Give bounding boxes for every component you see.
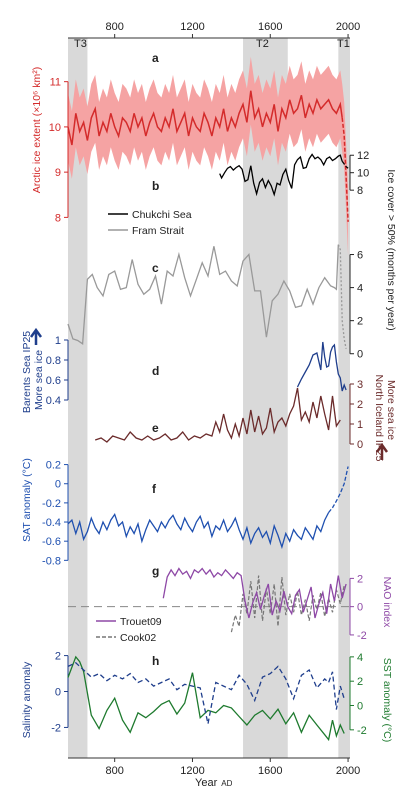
xlabel-main: Year [195,777,218,789]
panel-label-e: e [152,421,159,435]
shading-T2 [243,38,288,758]
y-tick-label-h-left: -2 [51,722,61,734]
top-x-tick-label: 2000 [336,21,360,33]
period-label-T1: T1 [337,38,350,50]
bottom-x-tick-label: 1600 [258,765,282,777]
ylabel-e-main: North Iceland IP25 [373,375,385,462]
y-tick-label-d: 0.8 [46,355,61,367]
period-label-T3: T3 [74,38,87,50]
legend-b: Chukchi Sea Fram Strait [108,209,192,237]
y-tick-label-e: 0 [357,439,363,451]
series-line-chukchi [219,153,343,197]
legend-label-cook: Cook02 [120,632,156,644]
shading-layer [68,38,350,758]
ylabel-a: Arctic ice extent (×10⁶ km²) [31,67,43,194]
ylabel-h-left: Salinity anomaly [21,661,33,738]
y-tick-label-e: 3 [357,379,363,391]
y-tick-label-c: 0 [357,349,363,361]
bottom-x-tick-label: 800 [105,765,123,777]
bottom-x-tick-label: 1200 [180,765,204,777]
y-tick-label-g: 0 [357,602,363,614]
y-tick-label-f: -0.2 [42,498,61,510]
shading-T3 [68,38,88,758]
series-line-chukchi-recent [341,160,349,169]
top-x-tick-label: 1200 [180,21,204,33]
y-tick-label-a: 11 [50,77,61,89]
legend-g: Trouet09 Cook02 [96,616,162,644]
y-tick-label-b: 10 [357,168,369,180]
y-tick-label-d: 1 [55,335,61,347]
panel-label-f: f [152,482,157,496]
y-tick-label-h-right: 0 [357,701,363,713]
y-tick-label-b: 8 [357,185,363,197]
series-line-trouet09 [162,567,347,619]
ylabel-h-right: SST anomaly (°C) [381,658,393,743]
uncertainty-band-a [68,56,349,256]
y-tick-label-h-right: -2 [357,725,367,737]
series-line-salinity [67,662,345,724]
y-tick-label-a: 9 [55,167,61,179]
ylabel-e-sub: More sea ice [385,380,397,440]
xlabel: Year AD [195,777,233,789]
series-line-ice-extent-recent [341,117,349,222]
panel-label-a: a [152,51,159,65]
series-line-sat-recent [328,466,349,513]
legend-label-fram: Fram Strait [132,225,184,237]
panel-label-d: d [152,364,159,378]
series-layer [67,90,350,742]
y-tick-label-c: 4 [357,283,363,295]
y-tick-label-f: -0.4 [42,517,61,529]
ylabel-d-main: Barents Sea IP25 [21,331,33,413]
y-tick-label-d: 0.6 [46,375,61,387]
y-tick-label-h-left: 0 [55,687,61,699]
ylabel-d-sub: More sea ice [33,350,45,410]
xlabel-suffix: AD [221,779,232,788]
panel-label-b: b [152,179,159,193]
series-line-north-iceland [94,387,341,443]
series-line-fram-recent [337,244,347,349]
top-x-tick-label: 800 [105,21,123,33]
y-tick-label-f: -0.6 [42,536,61,548]
y-tick-label-b: 12 [357,150,369,162]
y-tick-label-e: 2 [357,399,363,411]
period-label-T2: T2 [256,38,269,50]
legend-label-trouet: Trouet09 [120,616,162,628]
series-line-fram [67,244,339,345]
y-tick-label-g: 2 [357,573,363,585]
y-tick-label-g: -2 [357,630,367,642]
y-tick-label-f: 0 [55,479,61,491]
arrow-up-icon [29,327,43,345]
ylabel-f: SAT anomaly (°C) [21,458,33,542]
legend-label-chukchi: Chukchi Sea [132,209,192,221]
uncertainty-band-layer [68,56,349,256]
ylabel-bc: Ice cover > 50% (months per year) [385,169,397,330]
y-tick-label-d: 0.4 [46,395,61,407]
y-tick-label-c: 2 [357,316,363,328]
panel-label-g: g [152,564,159,578]
series-line-barents [296,341,347,392]
y-tick-label-f: 0.2 [46,460,61,472]
panel-label-h: h [152,654,159,668]
series-line-sat [67,512,330,550]
axes-layer: 8008001200120016001600200020008910118101… [42,21,369,777]
y-tick-label-h-right: 2 [357,676,363,688]
y-tick-label-h-right: 4 [357,652,363,664]
panel-label-c: c [152,261,159,275]
bottom-x-tick-label: 2000 [336,765,360,777]
y-tick-label-f: -0.8 [42,555,61,567]
y-tick-label-a: 8 [55,212,61,224]
arrow-up-icon [375,442,389,460]
y-tick-label-e: 1 [357,419,363,431]
series-line-sst [67,655,345,742]
y-tick-label-h-left: 2 [55,651,61,663]
top-x-tick-label: 1600 [258,21,282,33]
ylabel-g: NAO index [381,577,393,629]
y-tick-label-a: 10 [49,122,61,134]
shading-T1 [338,38,350,758]
y-tick-label-c: 6 [357,250,363,262]
series-line-ice-extent [67,90,343,146]
